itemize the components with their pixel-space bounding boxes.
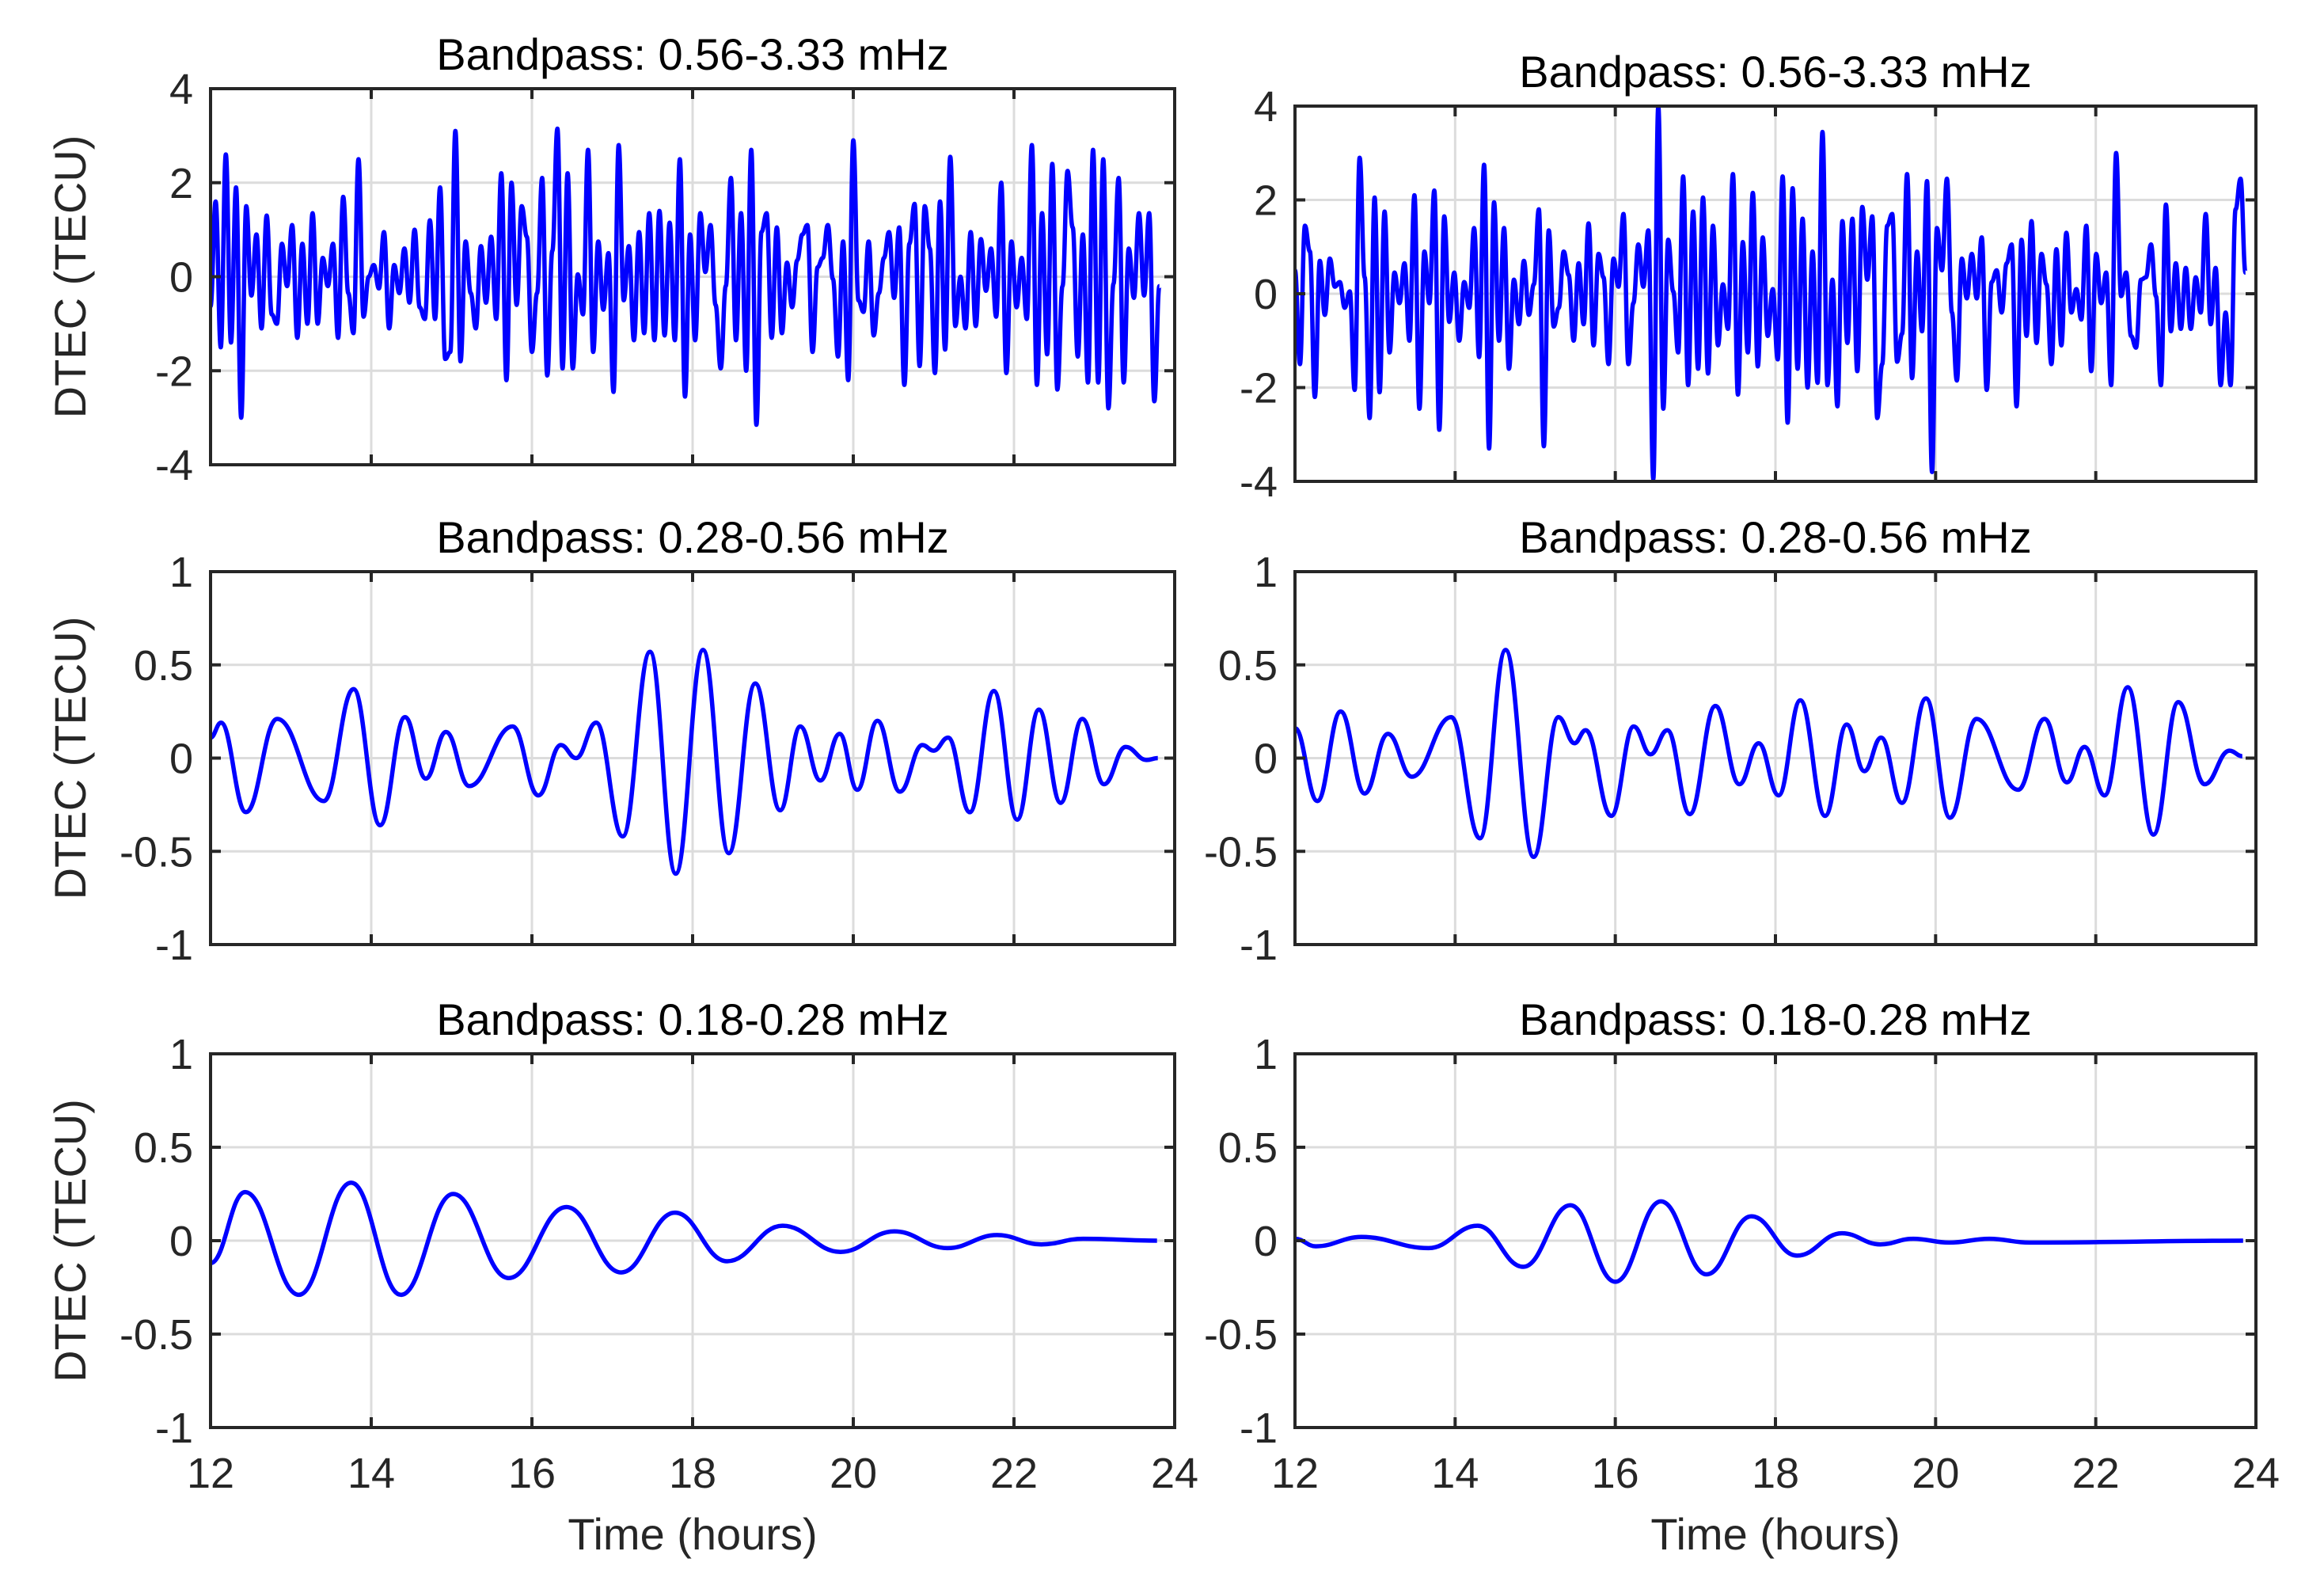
panel-6: -1 -0.5 0 0.5 1 12 14 16 18 20 22 24 Bandpass: 0.18-…: [1204, 994, 2280, 1559]
y-axis-label: DTEC (TECU): [45, 135, 95, 419]
y-tick-label: 0: [169, 736, 193, 783]
series-line-dtec: [211, 648, 1158, 876]
panel-5: -1 -0.5 0 0.5 1 12 14 16 18 20 22 24 Bandpass: 0.18-…: [45, 994, 1198, 1559]
y-tick-label: 4: [1254, 83, 1278, 131]
y-tick-label: -1: [1240, 1405, 1278, 1452]
y-tick-label: 1: [169, 1031, 193, 1078]
y-tick-label: -4: [155, 442, 193, 489]
y-axis-label: DTEC (TECU): [45, 1099, 95, 1382]
panel-title: Bandpass: 0.18-0.28 mHz: [436, 994, 948, 1044]
series-line-dtec: [211, 126, 1162, 428]
panel-title: Bandpass: 0.28-0.56 mHz: [436, 512, 948, 562]
y-tick-label: 1: [169, 549, 193, 596]
panel-title: Bandpass: 0.28-0.56 mHz: [1519, 512, 2031, 562]
x-tick-label: 18: [669, 1450, 716, 1497]
x-tick-label: 24: [2232, 1450, 2280, 1497]
panel-4: -1 -0.5 0 0.5 1 Bandpass: 0.28-0.56 mHz: [1204, 512, 2258, 969]
y-tick-label: -1: [1240, 922, 1278, 969]
x-tick-label: 24: [1151, 1450, 1198, 1497]
y-tick-label: 4: [169, 66, 193, 113]
y-tick-label: -0.5: [120, 1311, 193, 1359]
y-tick-label: -0.5: [1204, 1311, 1278, 1359]
x-tick-label: 22: [990, 1450, 1038, 1497]
y-tick-label: -2: [1240, 365, 1278, 413]
x-tick-label: 16: [508, 1450, 556, 1497]
panel-3: -1 -0.5 0 0.5 1 Bandpass: 0.28-0.56 mHz DTEC (…: [45, 512, 1176, 969]
y-tick-label: 0: [1254, 271, 1278, 318]
y-tick-label: 0.5: [134, 1124, 193, 1172]
y-tick-label: 1: [1254, 1031, 1278, 1078]
x-tick-label: 18: [1752, 1450, 1799, 1497]
panel-2: -4 -2 0 2 4 Bandpass: 0.56-3.33 mHz: [1240, 47, 2258, 506]
x-tick-label: 20: [830, 1450, 877, 1497]
x-tick-label: 22: [2072, 1450, 2120, 1497]
panel-title: Bandpass: 0.56-3.33 mHz: [436, 29, 948, 79]
y-tick-label: 0: [169, 1218, 193, 1265]
x-tick-label: 12: [1271, 1450, 1319, 1497]
x-tick-label: 20: [1912, 1450, 1959, 1497]
y-tick-label: -4: [1240, 458, 1278, 506]
x-axis-label: Time (hours): [568, 1509, 817, 1559]
x-axis-label: Time (hours): [1650, 1509, 1900, 1559]
y-tick-label: 0: [169, 254, 193, 302]
y-tick-label: 2: [169, 160, 193, 207]
y-tick-label: 2: [1254, 177, 1278, 225]
series-line-dtec: [1295, 648, 2243, 860]
y-tick-label: 0: [1254, 736, 1278, 783]
y-tick-label: 1: [1254, 549, 1278, 596]
x-tick-label: 12: [187, 1450, 234, 1497]
x-tick-label: 14: [1431, 1450, 1479, 1497]
y-tick-label: 0.5: [1218, 642, 1278, 690]
y-tick-label: 0.5: [1218, 1124, 1278, 1172]
series-line-dtec: [1295, 106, 2248, 481]
y-tick-label: -1: [155, 1405, 193, 1452]
y-tick-label: 0: [1254, 1218, 1278, 1265]
x-tick-label: 16: [1592, 1450, 1639, 1497]
y-tick-label: -1: [155, 922, 193, 969]
y-tick-label: -2: [155, 348, 193, 395]
y-axis-label: DTEC (TECU): [45, 617, 95, 900]
y-tick-label: -0.5: [120, 828, 193, 876]
series-line-dtec: [1295, 1199, 2243, 1284]
series-line-dtec: [211, 1180, 1157, 1298]
y-tick-label: 0.5: [134, 642, 193, 690]
x-tick-label: 14: [347, 1450, 395, 1497]
panel-1: -4 -2 0 2 4 Bandpass: 0.56-3.33 mHz DTEC (TECU…: [45, 29, 1176, 489]
y-tick-label: -0.5: [1204, 828, 1278, 876]
panel-title: Bandpass: 0.56-3.33 mHz: [1519, 47, 2031, 97]
panel-title: Bandpass: 0.18-0.28 mHz: [1519, 994, 2031, 1044]
